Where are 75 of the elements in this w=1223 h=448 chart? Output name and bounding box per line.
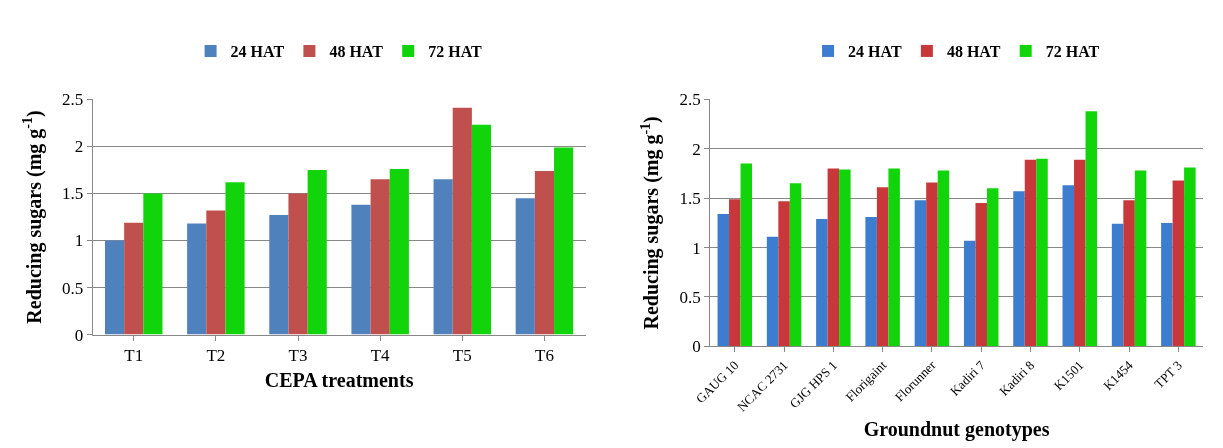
bar [888, 168, 900, 347]
x-axis-title: CEPA treatments [264, 368, 414, 391]
bar [1062, 185, 1075, 347]
legend-label: 72 HAT [428, 43, 483, 61]
bar [1085, 111, 1098, 347]
bar [288, 193, 308, 335]
x-tick-label: T2 [206, 346, 226, 365]
bar [307, 169, 327, 335]
bar [1172, 180, 1185, 347]
bar [1013, 191, 1025, 347]
y-tick-label: 0 [74, 325, 84, 345]
y-tick-label: 2 [692, 139, 701, 159]
bar [766, 236, 779, 347]
bar [1074, 159, 1086, 347]
y-tick-label: 0 [692, 337, 701, 357]
legend-label: 48 HAT [329, 43, 384, 61]
bar [778, 201, 790, 347]
bar [1036, 158, 1048, 347]
bar [1161, 222, 1173, 347]
y-tick-label: 2.5 [679, 90, 701, 110]
bar [740, 163, 753, 347]
bar [986, 188, 999, 347]
legend-label: 24 HAT [230, 43, 285, 61]
y-tick-label: 1.5 [679, 189, 701, 209]
bar [452, 107, 472, 335]
y-tick-label: 1 [74, 231, 84, 251]
x-tick-label: TPT 3 [1151, 357, 1186, 392]
bar [206, 210, 226, 335]
x-tick-label: T4 [370, 346, 391, 365]
bar [104, 240, 125, 335]
bar [816, 218, 828, 347]
bar [187, 223, 207, 335]
bar [937, 170, 950, 347]
bar [225, 182, 245, 335]
y-tick-label: 1.5 [62, 184, 84, 204]
bar [124, 222, 144, 335]
bar [370, 179, 390, 335]
bar [914, 200, 927, 347]
bar [433, 179, 453, 335]
bar [1111, 223, 1124, 347]
bar [269, 215, 289, 335]
bar [515, 198, 535, 335]
y-tick-label: 2.5 [62, 90, 84, 110]
legend-label: 72 HAT [1045, 43, 1100, 61]
y-tick-label: 1 [692, 238, 701, 258]
bar [876, 187, 889, 347]
bar [717, 213, 730, 347]
bar [789, 183, 802, 347]
legend-label: 48 HAT [946, 43, 1001, 61]
bar [865, 216, 877, 347]
bar [975, 203, 987, 347]
bar [471, 124, 492, 335]
bar [926, 182, 938, 347]
bar [1184, 167, 1196, 347]
x-tick-label: T1 [124, 346, 144, 365]
bar [729, 199, 741, 347]
x-axis-title: Groundnut genotypes [863, 417, 1050, 441]
legend-label: 24 HAT [848, 43, 902, 61]
bar [827, 168, 840, 347]
bar [839, 169, 851, 347]
y-tick-label: 0.5 [679, 287, 701, 307]
y-tick-label: 0.5 [62, 278, 84, 298]
x-tick-label: T5 [452, 346, 472, 365]
x-tick-label: T6 [534, 346, 554, 365]
bar [1024, 159, 1037, 347]
bar [1123, 200, 1135, 347]
bar [963, 240, 976, 347]
x-tick-label: T3 [288, 346, 308, 365]
bar [143, 193, 163, 335]
bar [1134, 170, 1147, 347]
bar [534, 170, 555, 335]
y-tick-label: 2 [74, 137, 84, 157]
bar [389, 169, 409, 335]
bar [554, 147, 574, 335]
bar [351, 204, 371, 335]
